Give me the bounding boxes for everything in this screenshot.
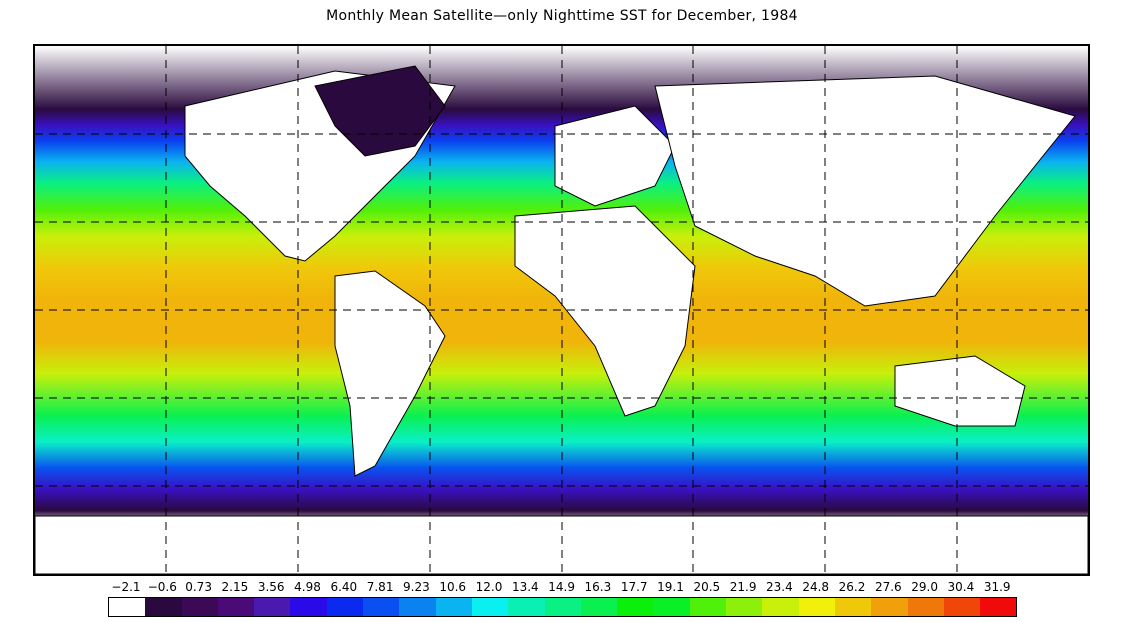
colorbar-swatch <box>508 598 545 616</box>
colorbar-swatch <box>399 598 436 616</box>
colorbar-tick-label: 9.23 <box>403 580 430 594</box>
colorbar-tick-label: 30.4 <box>947 580 975 594</box>
colorbar <box>108 597 1018 617</box>
colorbar-swatch <box>145 598 182 616</box>
colorbar-ticks: −2.1 −0.6 0.73 2.15 3.56 4.98 6.40 7.81 9.23 10.6… <box>0 580 1124 594</box>
colorbar-tick-label: 27.6 <box>874 580 902 594</box>
antarctica <box>35 515 1088 574</box>
colorbar-tick-label: 24.8 <box>802 580 830 594</box>
colorbar-tick-label: 13.4 <box>511 580 539 594</box>
colorbar-tick-label: 17.7 <box>620 580 648 594</box>
colorbar-swatch <box>798 598 835 616</box>
colorbar-tick-label: 4.98 <box>294 580 321 594</box>
colorbar-tick-label: 3.56 <box>257 580 285 594</box>
colorbar-swatch <box>544 598 581 616</box>
colorbar-tick-label: 31.9 <box>983 580 1011 594</box>
colorbar-swatch <box>217 598 255 616</box>
colorbar-swatch <box>762 598 799 616</box>
sst-map-canvas <box>35 46 1088 574</box>
colorbar-tick-label: 29.0 <box>911 580 938 594</box>
colorbar-swatch <box>726 598 763 616</box>
colorbar-tick-label: 2.15 <box>221 580 249 594</box>
colorbar-swatch <box>109 598 146 616</box>
colorbar-swatch <box>617 598 654 616</box>
colorbar-swatch <box>943 598 981 616</box>
colorbar-tick-label: −2.1 <box>111 580 141 594</box>
asia <box>654 75 1076 307</box>
south-america <box>334 270 446 477</box>
colorbar-tick-label: 0.73 <box>185 580 212 594</box>
map-title: Monthly Mean Satellite—only Nighttime SS… <box>326 8 798 24</box>
colorbar-tick-label: 7.81 <box>366 580 394 594</box>
colorbar-tick-label: 26.2 <box>838 580 866 594</box>
colorbar-swatch <box>181 598 218 616</box>
colorbar-tick-label: 21.9 <box>729 580 757 594</box>
colorbar-swatch <box>980 598 1017 616</box>
land-masses <box>35 65 1088 574</box>
colorbar-swatch <box>290 598 327 616</box>
colorbar-swatch <box>254 598 291 616</box>
europe <box>554 105 676 207</box>
colorbar-tick-label: 20.5 <box>693 580 721 594</box>
grid-lines <box>35 46 1088 574</box>
colorbar-tick-label: 23.4 <box>766 580 793 594</box>
colorbar-swatch <box>471 598 509 616</box>
colorbar-tick-label: 19.1 <box>657 580 684 594</box>
colorbar-tick-label: 6.40 <box>330 580 358 594</box>
colorbar-swatch <box>580 598 618 616</box>
colorbar-swatch <box>689 598 727 616</box>
colorbar-tick-label: −0.6 <box>147 580 177 594</box>
colorbar-tick-label: 14.9 <box>548 580 575 594</box>
sst-map <box>33 44 1090 576</box>
colorbar-tick-label: 10.6 <box>439 580 467 594</box>
colorbar-swatch <box>435 598 472 616</box>
colorbar-swatch <box>363 598 400 616</box>
colorbar-swatch <box>907 598 944 616</box>
colorbar-swatch <box>326 598 364 616</box>
colorbar-swatch <box>653 598 690 616</box>
africa <box>514 205 696 417</box>
colorbar-swatch <box>871 598 908 616</box>
colorbar-tick-label: 16.3 <box>584 580 612 594</box>
colorbar-swatch <box>834 598 872 616</box>
australia <box>894 355 1026 427</box>
colorbar-tick-label: 12.0 <box>475 580 503 594</box>
